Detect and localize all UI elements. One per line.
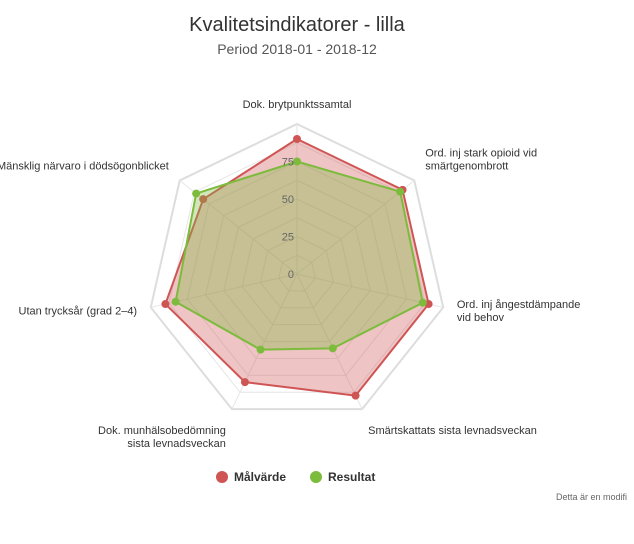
- grid-ring: [278, 254, 316, 292]
- tick-label: 25: [282, 232, 294, 244]
- series-area-2: [174, 160, 424, 351]
- category-label: Ord. inj stark opioid vid smärtgenombrott: [425, 148, 537, 173]
- grid-ring: [186, 160, 408, 376]
- legend-marker: [310, 471, 322, 483]
- grid-ring: [223, 198, 371, 343]
- category-label: Dok. brytpunktssamtal: [243, 99, 352, 111]
- tick-label: 0: [288, 269, 294, 281]
- series-point: [328, 344, 337, 353]
- grid-spoke: [231, 273, 298, 410]
- series-layer: [161, 135, 433, 400]
- series-point: [418, 298, 427, 307]
- series-point: [351, 391, 360, 400]
- series-point: [396, 187, 405, 196]
- grid-spoke: [296, 273, 363, 410]
- footnote: Detta är en modifi: [556, 492, 627, 502]
- category-label: Utan trycksår (grad 2–4): [19, 305, 138, 317]
- legend-label: Resultat: [328, 470, 375, 484]
- grid-ring: [241, 217, 353, 326]
- tick-label: 50: [282, 194, 294, 206]
- series-point: [171, 297, 180, 306]
- radial-ticks: 0 25 50 75: [282, 157, 294, 282]
- chart-title: Kvalitetsindikatorer - lilla: [189, 14, 406, 36]
- grid-ring: [259, 235, 335, 309]
- series-point: [199, 195, 208, 204]
- grid-spoke: [296, 180, 415, 275]
- grid-ring: [205, 179, 389, 359]
- category-label: Dok. munhälsobedömning sista levnadsvecka…: [98, 425, 226, 450]
- series-area-1: [164, 138, 430, 397]
- category-labels: Dok. brytpunktssamtal Ord. inj stark opio…: [0, 99, 580, 450]
- series-point: [293, 135, 301, 143]
- legend-label: Målvärde: [234, 470, 286, 484]
- grid-ring: [149, 122, 445, 411]
- category-label: Ord. inj ångestdämpande vid behov: [457, 299, 581, 324]
- series-point: [240, 378, 249, 387]
- category-label: Smärtskattats sista levnadsveckan: [368, 425, 537, 437]
- legend[interactable]: Målvärde Resultat: [216, 470, 375, 484]
- category-label: Mänsklig närvaro i dödsögonblicket: [0, 161, 169, 173]
- legend-marker: [216, 471, 228, 483]
- chart-subtitle: Period 2018-01 - 2018-12: [217, 41, 377, 57]
- tick-label: 75: [282, 157, 294, 169]
- series-point: [192, 189, 201, 198]
- series-point: [293, 157, 301, 166]
- grid-spoke: [179, 180, 298, 275]
- series-point: [161, 300, 170, 309]
- series-point: [256, 345, 265, 354]
